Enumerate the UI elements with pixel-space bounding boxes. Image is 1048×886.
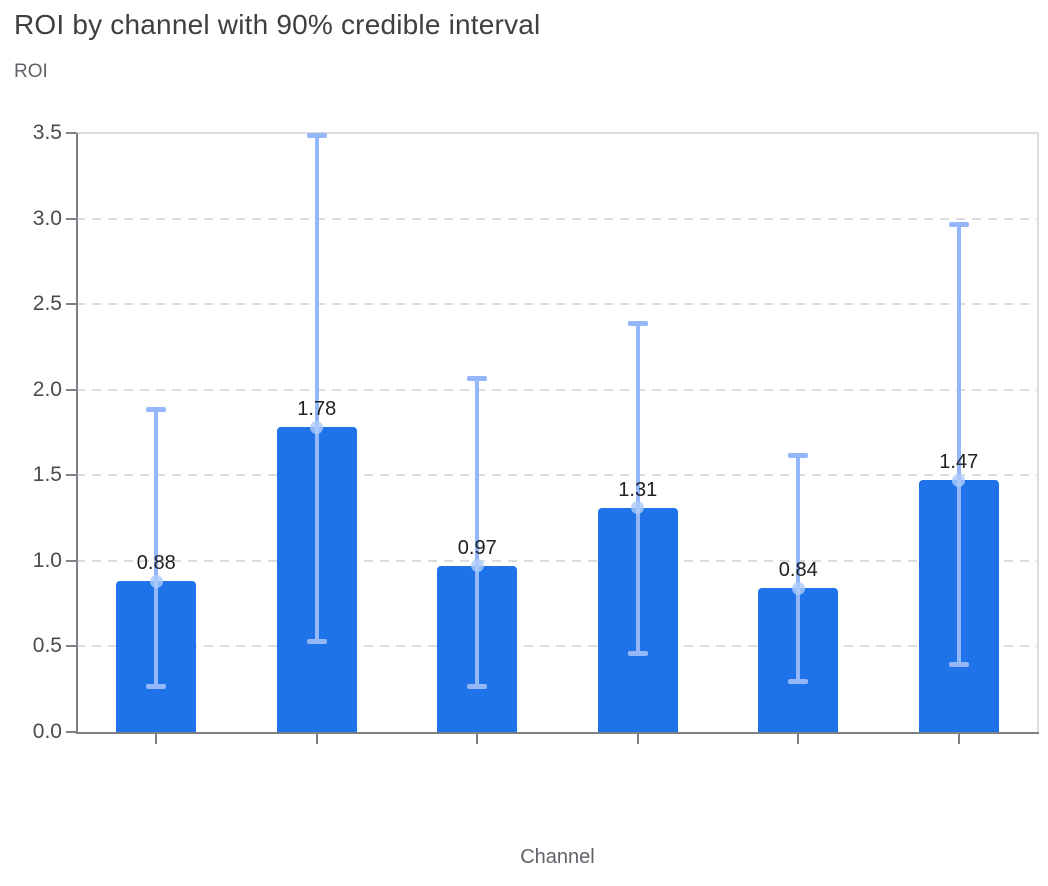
error-bar-line <box>796 454 801 681</box>
bar-value-label: 1.47 <box>939 451 979 474</box>
y-tick-label: 2.5 <box>32 292 62 316</box>
error-bar-cap-bottom <box>948 661 969 667</box>
gridline <box>76 132 1039 134</box>
mean-dot <box>470 559 484 573</box>
y-axis-tick <box>66 731 76 733</box>
error-bar-cap-top <box>948 221 969 227</box>
y-axis-tick <box>66 559 76 562</box>
x-axis-tick <box>476 734 479 744</box>
gridline <box>76 474 1039 477</box>
error-bar-cap-top <box>788 452 809 458</box>
x-axis-tick <box>315 734 318 744</box>
y-axis-tick <box>66 132 76 134</box>
x-axis-line <box>76 732 1039 734</box>
error-bar-line <box>314 134 319 642</box>
bar-value-label: 0.84 <box>778 559 818 582</box>
bar-value-label: 0.97 <box>457 536 497 559</box>
error-bar-cap-top <box>467 375 488 381</box>
mean-dot <box>791 581 805 595</box>
mean-dot <box>952 473 966 487</box>
gridline <box>76 645 1039 648</box>
x-axis-tick <box>155 734 158 744</box>
gridline <box>76 303 1039 306</box>
y-axis-tick <box>66 388 76 391</box>
error-bar-line <box>154 408 159 686</box>
error-bar-cap-bottom <box>627 651 648 657</box>
error-bar-cap-bottom <box>146 683 167 689</box>
y-axis-tick <box>66 645 76 648</box>
y-tick-label: 0.0 <box>32 720 62 743</box>
error-bar-cap-bottom <box>467 683 488 689</box>
error-bar-cap-bottom <box>306 639 327 645</box>
y-axis-tick <box>66 303 76 306</box>
mean-dot <box>149 574 163 588</box>
bar-value-label: 0.88 <box>136 552 176 575</box>
y-tick-label: 1.0 <box>32 548 62 572</box>
y-axis-tick <box>66 217 76 220</box>
gridline <box>76 217 1039 220</box>
y-tick-label: 1.5 <box>32 463 62 487</box>
y-tick-label: 3.5 <box>32 121 62 144</box>
y-axis-title: ROI <box>14 61 48 82</box>
error-bar-cap-top <box>306 132 327 138</box>
y-axis-tick <box>66 474 76 477</box>
error-bar-cap-bottom <box>788 678 809 684</box>
error-bar-cap-top <box>627 320 648 326</box>
x-axis-tick <box>797 734 800 744</box>
mean-dot <box>310 420 324 434</box>
gridline <box>76 559 1039 562</box>
chart-title: ROI by channel with 90% credible interva… <box>14 9 541 40</box>
x-axis-title: Channel <box>520 846 595 868</box>
y-axis-line <box>76 133 78 732</box>
plot-right-border <box>1037 133 1039 732</box>
bar-value-label: 1.78 <box>297 398 337 421</box>
gridline <box>76 388 1039 391</box>
x-axis-tick <box>957 734 960 744</box>
bar-value-label: 1.31 <box>618 478 658 501</box>
mean-dot <box>631 501 645 515</box>
error-bar-cap-top <box>146 406 167 412</box>
y-tick-label: 3.0 <box>32 206 62 230</box>
error-bar-line <box>635 322 640 654</box>
y-tick-label: 2.0 <box>32 377 62 401</box>
x-axis-tick <box>636 734 639 744</box>
error-bar-line <box>475 377 480 686</box>
error-bar-line <box>956 223 961 664</box>
y-tick-label: 0.5 <box>32 634 62 658</box>
